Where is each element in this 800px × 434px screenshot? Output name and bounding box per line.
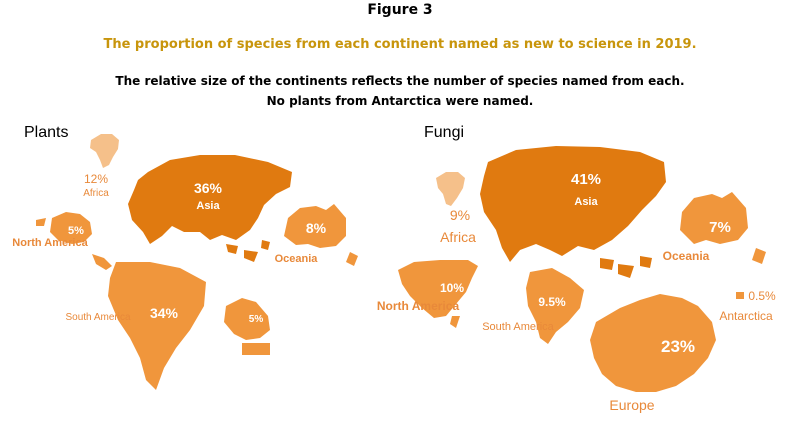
plants-asia-shape — [128, 155, 292, 244]
fungi-africa-name: Africa — [440, 229, 476, 245]
fungi-south-america-value: 9.5% — [538, 295, 566, 309]
fungi-oceania-name: Oceania — [663, 249, 710, 263]
plants-asia-value: 36% — [194, 180, 223, 196]
plants-north-america-name: North America — [12, 237, 88, 249]
plants-oceania-island — [346, 252, 358, 266]
plants-north-america-shape — [50, 212, 92, 244]
plants-oceania-name: Oceania — [275, 253, 319, 265]
fungi-south-america-shape — [526, 268, 584, 344]
plants-europe-value: 5% — [249, 314, 264, 325]
fungi-map: 41% Asia 23% Europe 10% North America 9.… — [377, 146, 776, 413]
figure-note-line-2: No plants from Antarctica were named. — [266, 94, 534, 108]
panel-title-fungi: Fungi — [424, 124, 465, 141]
fungi-africa-shape — [436, 172, 465, 206]
plants-asia-island-3 — [261, 240, 270, 250]
figure-label: Figure 3 — [367, 2, 433, 18]
fungi-north-america-name: North America — [377, 299, 460, 313]
fungi-oceania-value: 7% — [709, 219, 731, 236]
plants-europe-block — [242, 343, 270, 355]
plants-north-america-value: 5% — [68, 225, 84, 237]
fungi-europe-name: Europe — [609, 397, 654, 413]
fungi-north-america-value: 10% — [440, 281, 464, 295]
plants-oceania-value: 8% — [306, 220, 327, 236]
plants-south-america-value: 34% — [150, 305, 179, 321]
fungi-antarctica-name: Antarctica — [719, 309, 773, 323]
plants-asia-name: Asia — [196, 200, 220, 212]
figure-note-line-1: The relative size of the continents refl… — [115, 74, 685, 88]
fungi-asia-island-1 — [600, 258, 614, 270]
fungi-europe-value: 23% — [661, 337, 695, 356]
fungi-antarctica-shape — [736, 292, 744, 299]
fungi-antarctica-value: 0.5% — [748, 289, 776, 303]
plants-oceania-shape — [284, 204, 346, 248]
fungi-asia-shape — [480, 146, 666, 262]
fungi-asia-name: Asia — [574, 196, 598, 208]
figure-subtitle: The proportion of species from each cont… — [103, 37, 697, 52]
plants-south-america-name: South America — [65, 312, 130, 323]
fungi-asia-island-2 — [618, 264, 634, 278]
fungi-south-america-name: South America — [482, 321, 554, 333]
plants-central-america-shape — [92, 254, 112, 270]
fungi-north-america-florida — [450, 316, 460, 328]
plants-europe-shape — [224, 298, 270, 340]
fungi-oceania-island — [752, 248, 766, 264]
fungi-north-america-shape — [398, 260, 478, 318]
plants-africa-name: Africa — [83, 188, 109, 199]
plants-asia-island-1 — [226, 244, 238, 254]
plants-africa-shape — [90, 134, 119, 168]
plants-north-america-island — [36, 218, 46, 226]
fungi-asia-value: 41% — [571, 171, 601, 188]
fungi-oceania-shape — [680, 192, 748, 244]
panel-title-plants: Plants — [24, 124, 69, 141]
fungi-asia-island-3 — [640, 256, 652, 268]
fungi-africa-value: 9% — [450, 207, 470, 223]
fungi-europe-shape — [590, 294, 716, 392]
plants-africa-value: 12% — [84, 172, 108, 186]
plants-map: 36% Asia 34% South America 12% Africa 8%… — [12, 134, 358, 390]
plants-south-america-shape — [108, 262, 206, 390]
plants-asia-island-2 — [244, 250, 258, 262]
